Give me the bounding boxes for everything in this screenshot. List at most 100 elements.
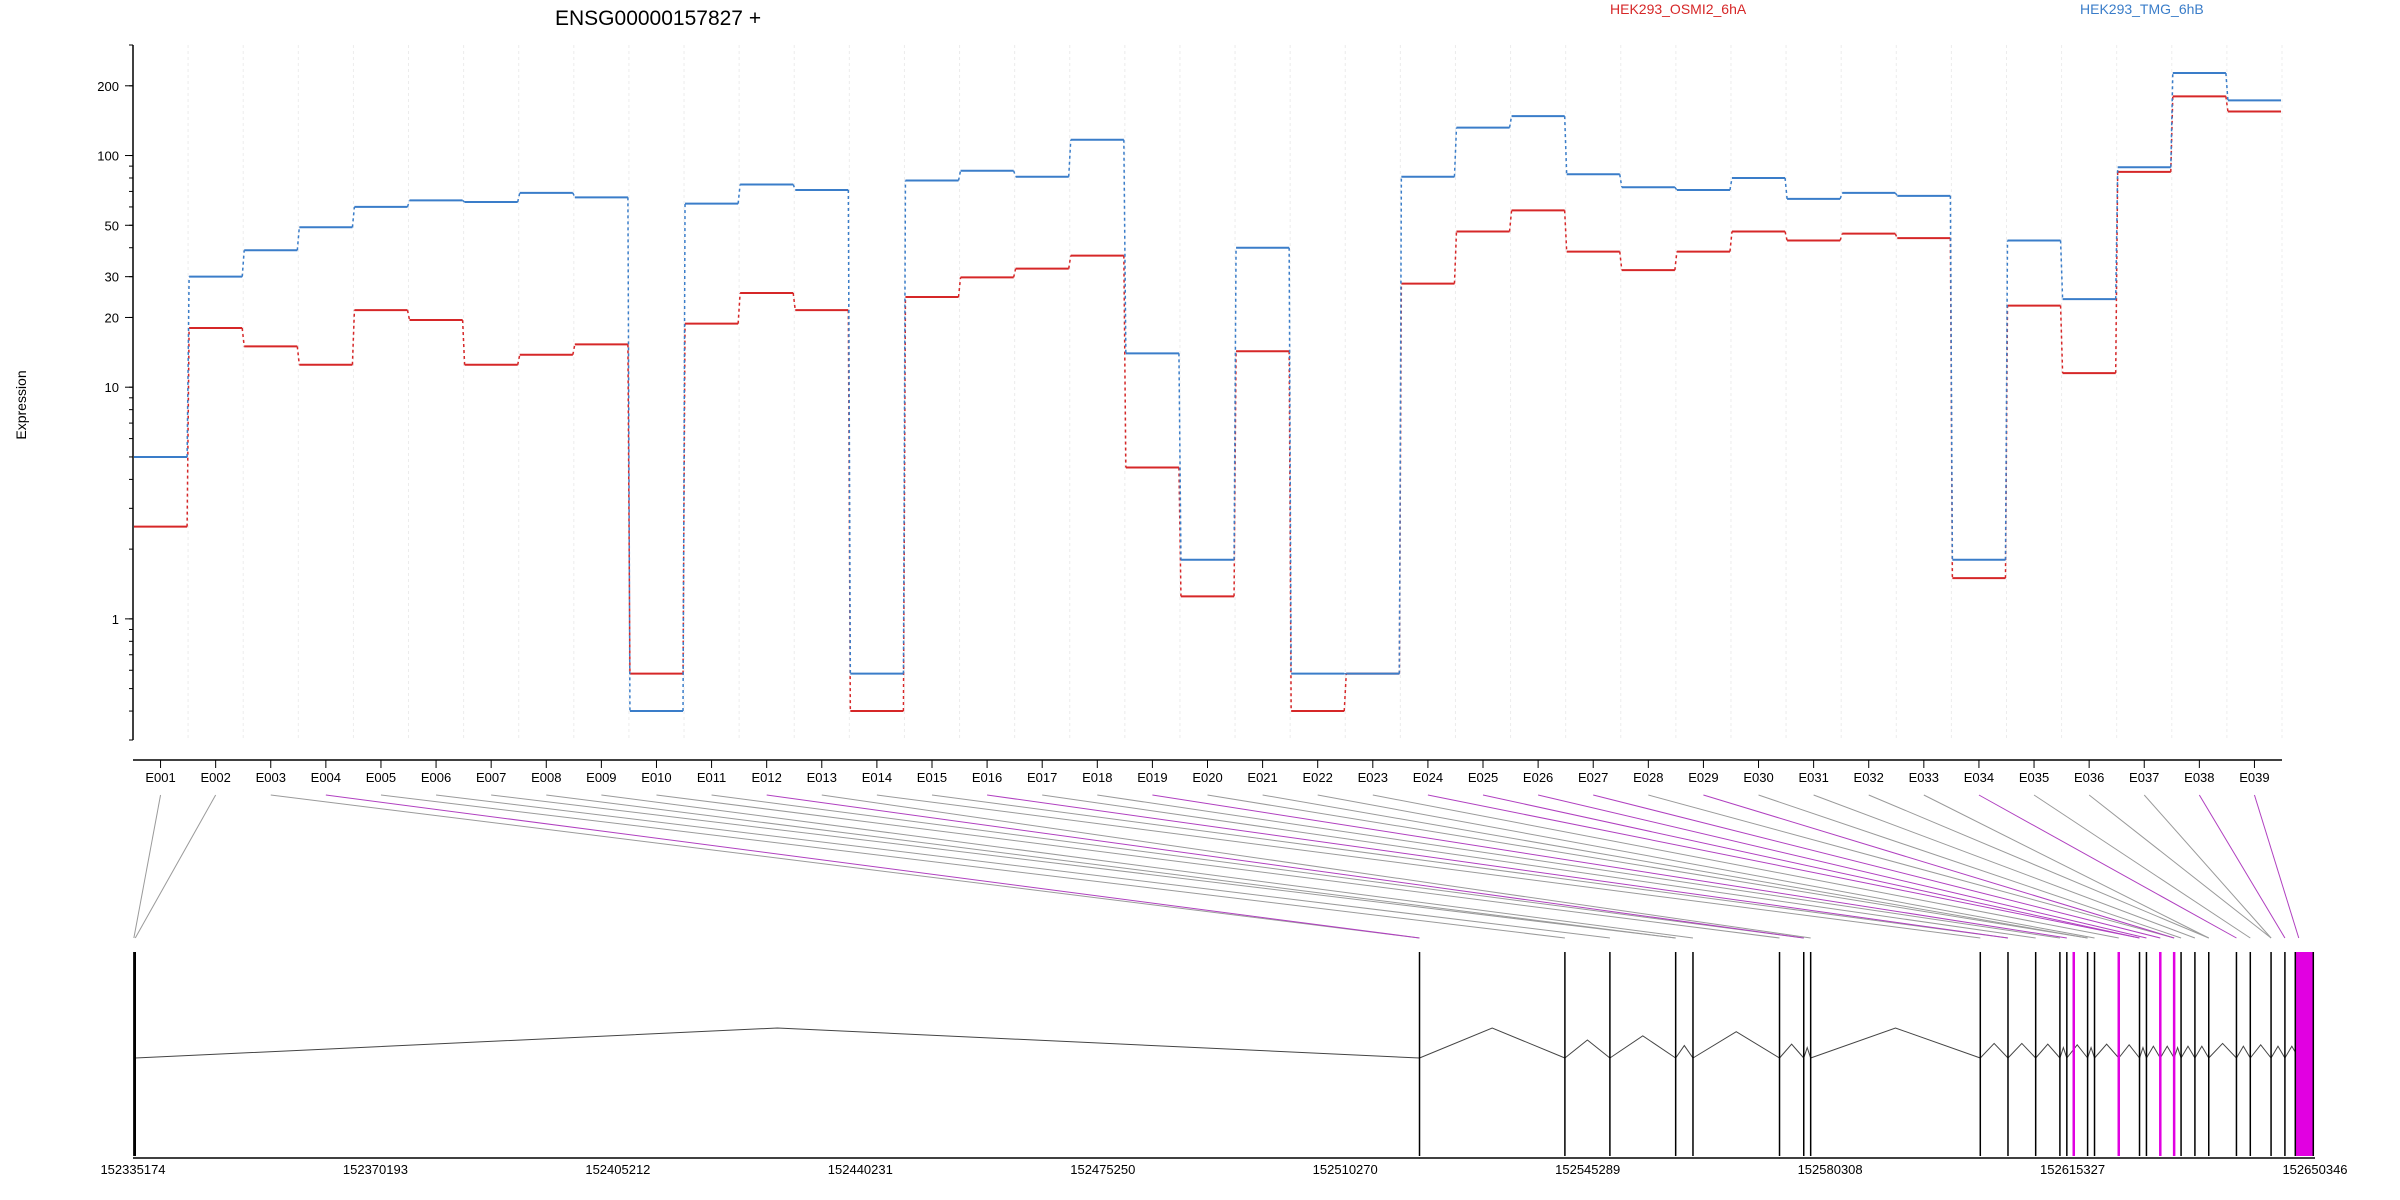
x-tick-label: E010 [641, 770, 671, 785]
intron-line [1692, 1031, 1780, 1059]
exon-connector [601, 794, 1694, 939]
intron-line [1419, 1027, 1566, 1059]
data-connector [1563, 116, 1568, 175]
gene-coordinate-label: 152475250 [1070, 1162, 1135, 1177]
data-connector [627, 197, 631, 712]
data-connector [1839, 192, 1843, 200]
intron-line [1779, 1043, 1805, 1059]
exon-connector [1317, 794, 2095, 939]
x-tick-label: E037 [2129, 770, 2159, 785]
data-connector [1729, 177, 1733, 191]
x-tick-label: E021 [1247, 770, 1277, 785]
data-connector [1123, 255, 1127, 468]
intron-line [2066, 1044, 2088, 1059]
exon-connector [1427, 794, 2140, 939]
terminal-exon-block [2295, 952, 2314, 1156]
intron-line [1564, 1039, 1611, 1059]
exon-connector [491, 794, 1676, 939]
x-tick-label: E011 [697, 770, 726, 785]
y-tick-label: 50 [105, 218, 119, 233]
x-ticks: E001 E002 E003 E004 E005 E006 E007 E008 E009 E010… [145, 760, 2270, 785]
exon-connector [1097, 794, 2060, 939]
data-connector [2059, 305, 2064, 374]
grid [132, 45, 2283, 740]
data-connector [627, 344, 631, 674]
intron-line [1609, 1035, 1676, 1059]
data-connector [1233, 247, 1237, 560]
gene-model: 152335174 152370193 152405212 152440231 1524… [100, 952, 2348, 1177]
x-tick-label: E001 [145, 770, 175, 785]
x-tick-label: E031 [1798, 770, 1828, 785]
data-connector [1288, 247, 1292, 674]
exon-connector [1482, 794, 2140, 939]
x-tick-label: E003 [256, 770, 286, 785]
intron-line [2094, 1043, 2120, 1059]
exon-connector [380, 794, 1565, 939]
x-tick-label: E030 [1743, 770, 1773, 785]
y-tick-label: 200 [97, 79, 119, 94]
exon-connector [821, 794, 1811, 939]
exon-connector [876, 794, 1981, 939]
data-connector [406, 310, 411, 321]
data-connector [1674, 186, 1678, 191]
intron-line [2236, 1045, 2251, 1059]
exon-connector [2033, 794, 2251, 939]
data-connector [572, 192, 576, 198]
data-connector [682, 203, 686, 712]
x-tick-label: E015 [917, 770, 947, 785]
exon-connector [1648, 794, 2175, 939]
data-connector [2225, 72, 2229, 101]
exon-connector [1593, 794, 2161, 939]
data-connector [1068, 255, 1072, 269]
y-tick-label: 10 [105, 380, 119, 395]
gene-coordinate-label: 152545289 [1555, 1162, 1620, 1177]
exon-connector [2088, 794, 2272, 939]
data-connector [296, 227, 301, 251]
data-connector [1894, 233, 1898, 239]
data-connector [1674, 251, 1678, 271]
intron-line [2007, 1042, 2037, 1059]
exon-connector [1978, 794, 2237, 939]
data-connector [241, 250, 245, 277]
data-connector [461, 319, 466, 365]
data-connector [1123, 139, 1127, 354]
data-connector [1012, 268, 1017, 278]
intron-line [2194, 1045, 2210, 1059]
data-connector [516, 192, 521, 203]
gene-coordinate-label: 152440231 [828, 1162, 893, 1177]
exon-connector [270, 794, 1420, 939]
data-connector [792, 292, 796, 311]
intron-line [1675, 1044, 1694, 1059]
x-tick-label: E027 [1578, 770, 1608, 785]
data-connector [1453, 231, 1458, 284]
data-connector [1784, 231, 1788, 241]
data-connector [296, 346, 301, 365]
y-tick-label: 20 [105, 310, 119, 325]
x-tick-label: E018 [1082, 770, 1112, 785]
data-connector [1619, 174, 1623, 188]
x-tick-label: E033 [1909, 770, 1939, 785]
exon-connector [2253, 794, 2300, 939]
x-tick-label: E035 [2019, 770, 2049, 785]
data-connector [1178, 353, 1182, 560]
data-connector [902, 180, 907, 674]
exon-connector [1923, 794, 2209, 939]
data-connector [1067, 139, 1072, 177]
x-tick-label: E016 [972, 770, 1002, 785]
data-connector [462, 199, 466, 203]
x-tick-label: E012 [751, 770, 781, 785]
series-HEK293_OSMI2_6hA [134, 95, 2281, 713]
y-tick-label: 30 [105, 270, 119, 285]
gene-coordinate-label: 152405212 [585, 1162, 650, 1177]
data-connector [406, 200, 411, 208]
exon-connector [1152, 794, 2067, 939]
x-tick-label: E005 [366, 770, 396, 785]
exon-connector [2198, 794, 2286, 939]
data-connector [957, 170, 962, 181]
exon-connector [436, 794, 1610, 939]
intron-line [1803, 1046, 1812, 1059]
gene-coordinate-label: 152370193 [343, 1162, 408, 1177]
gene-coordinate-label: 152580308 [1798, 1162, 1863, 1177]
data-connector [2225, 96, 2229, 112]
data-connector [737, 292, 741, 324]
